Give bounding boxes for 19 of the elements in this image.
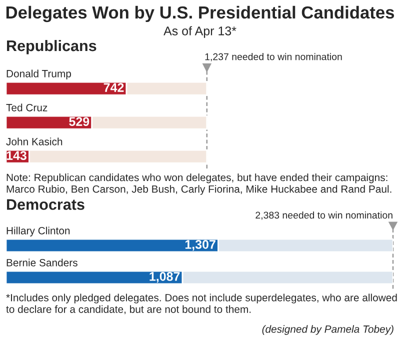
text: Delegates Won by U.S. Presidential Candidates	[6, 6, 394, 22]
y-tick-label: Bernie Sanders	[6, 258, 78, 266]
y-tick-label: Hillary Clinton	[6, 226, 70, 236]
data-label: 143	[6, 151, 26, 160]
text: *Includes only pledged delegates. Does not include superdelegates, who are allowed to declare for a candidate, but are not bound to them.	[6, 294, 397, 314]
text: As of Apr 13*	[164, 26, 236, 38]
y-tick-label: Ted Cruz	[6, 104, 48, 112]
y-tick-label: Donald Trump	[6, 70, 71, 80]
y-tick-label: John Kasich	[6, 138, 62, 146]
ref-line-label: 1,237 needed to win nomination	[205, 53, 342, 62]
chart-title: Democrats	[7, 199, 84, 210]
text: (designed by Pamela Tobey)	[262, 325, 394, 335]
data-label: 529	[69, 117, 90, 126]
data-label: 1,087	[150, 272, 180, 283]
data-label: 742	[104, 83, 124, 92]
ref-line-label: 2,383 needed to win nomination	[256, 211, 392, 220]
chart-title: Republicans	[7, 40, 96, 54]
text: Note: Republican candidates who won delegates, but have ended their campaigns: Marco Rubio, Ben Carson, Jeb Bush, Carly Fiorina, Mike Huckabee and Rand Paul.	[6, 174, 392, 195]
data-label: 1,307	[185, 240, 216, 251]
